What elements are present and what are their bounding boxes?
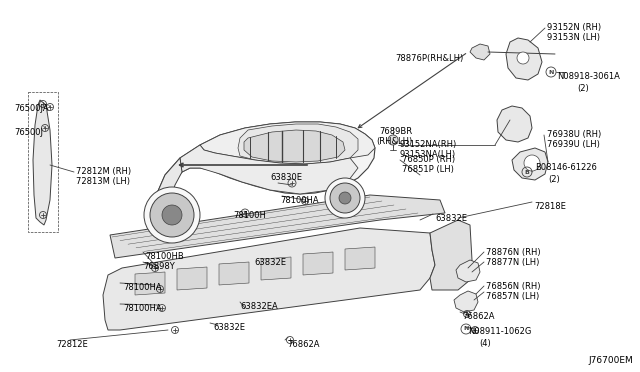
Text: 72812M (RH): 72812M (RH): [76, 167, 131, 176]
Circle shape: [330, 183, 360, 213]
Polygon shape: [103, 228, 435, 330]
Text: 93152NA(RH): 93152NA(RH): [399, 140, 456, 149]
Text: B08146-61226: B08146-61226: [535, 163, 597, 172]
Text: 76898Y: 76898Y: [143, 262, 175, 271]
Polygon shape: [326, 185, 360, 210]
Polygon shape: [430, 220, 472, 290]
Text: 78877N (LH): 78877N (LH): [486, 258, 540, 267]
Text: 78876P(RH&LH): 78876P(RH&LH): [395, 54, 463, 63]
Text: 76851P (LH): 76851P (LH): [402, 165, 454, 174]
Circle shape: [162, 205, 182, 225]
Circle shape: [524, 155, 540, 171]
Polygon shape: [454, 291, 478, 312]
Text: 63832E: 63832E: [213, 323, 245, 332]
Circle shape: [339, 192, 351, 204]
Text: N: N: [463, 327, 468, 331]
Circle shape: [517, 52, 529, 64]
Text: 78100HA: 78100HA: [123, 304, 162, 313]
Polygon shape: [456, 260, 480, 282]
Polygon shape: [303, 252, 333, 275]
Text: 63832EA: 63832EA: [240, 302, 278, 311]
Text: (RH&LH): (RH&LH): [376, 137, 412, 146]
Text: N08911-1062G: N08911-1062G: [468, 327, 531, 336]
Text: 72812E: 72812E: [56, 340, 88, 349]
Text: 76850P (RH): 76850P (RH): [402, 155, 455, 164]
Polygon shape: [180, 145, 358, 194]
Bar: [28, 92, 58, 232]
Text: 72813M (LH): 72813M (LH): [76, 177, 130, 186]
Text: 93153NA(LH): 93153NA(LH): [399, 150, 455, 159]
Text: 78100HA: 78100HA: [280, 196, 319, 205]
Text: J76700EM: J76700EM: [588, 356, 633, 365]
Text: 63832E: 63832E: [435, 214, 467, 223]
Circle shape: [150, 193, 194, 237]
Text: (4): (4): [479, 339, 491, 348]
Polygon shape: [238, 124, 358, 164]
Polygon shape: [148, 122, 375, 237]
Text: 72818E: 72818E: [534, 202, 566, 211]
Polygon shape: [219, 262, 249, 285]
Text: 76856N (RH): 76856N (RH): [486, 282, 541, 291]
Polygon shape: [261, 257, 291, 280]
Polygon shape: [470, 44, 490, 60]
Circle shape: [325, 178, 365, 218]
Polygon shape: [244, 130, 345, 162]
Text: N08918-3061A: N08918-3061A: [557, 72, 620, 81]
Polygon shape: [160, 191, 183, 218]
Polygon shape: [512, 148, 548, 180]
Text: 7689BR: 7689BR: [379, 127, 412, 136]
Circle shape: [388, 135, 398, 145]
Text: 76939U (LH): 76939U (LH): [547, 140, 600, 149]
Polygon shape: [148, 158, 182, 237]
Text: 78100HB: 78100HB: [145, 252, 184, 261]
Text: 93152N (RH): 93152N (RH): [547, 23, 601, 32]
Text: B: B: [525, 170, 529, 174]
Text: 78100HA: 78100HA: [123, 283, 162, 292]
Text: 63832E: 63832E: [254, 258, 286, 267]
Polygon shape: [110, 195, 445, 258]
Text: 76500JA: 76500JA: [14, 104, 49, 113]
Polygon shape: [33, 100, 52, 225]
Text: 76862A: 76862A: [287, 340, 319, 349]
Text: 63830E: 63830E: [270, 173, 302, 182]
Polygon shape: [135, 272, 165, 295]
Polygon shape: [177, 267, 207, 290]
Polygon shape: [345, 247, 375, 270]
Circle shape: [144, 187, 200, 243]
Text: 78876N (RH): 78876N (RH): [486, 248, 541, 257]
Text: N: N: [548, 70, 554, 74]
Polygon shape: [497, 106, 532, 142]
Text: 76857N (LH): 76857N (LH): [486, 292, 540, 301]
Text: 78100H: 78100H: [233, 211, 266, 220]
Text: (2): (2): [548, 175, 560, 184]
Polygon shape: [148, 198, 165, 235]
Polygon shape: [200, 122, 375, 164]
Text: 76862A: 76862A: [462, 312, 495, 321]
Text: 93153N (LH): 93153N (LH): [547, 33, 600, 42]
Text: 76938U (RH): 76938U (RH): [547, 130, 601, 139]
Text: (2): (2): [577, 84, 589, 93]
Text: 76500J: 76500J: [14, 128, 43, 137]
Polygon shape: [506, 38, 542, 80]
